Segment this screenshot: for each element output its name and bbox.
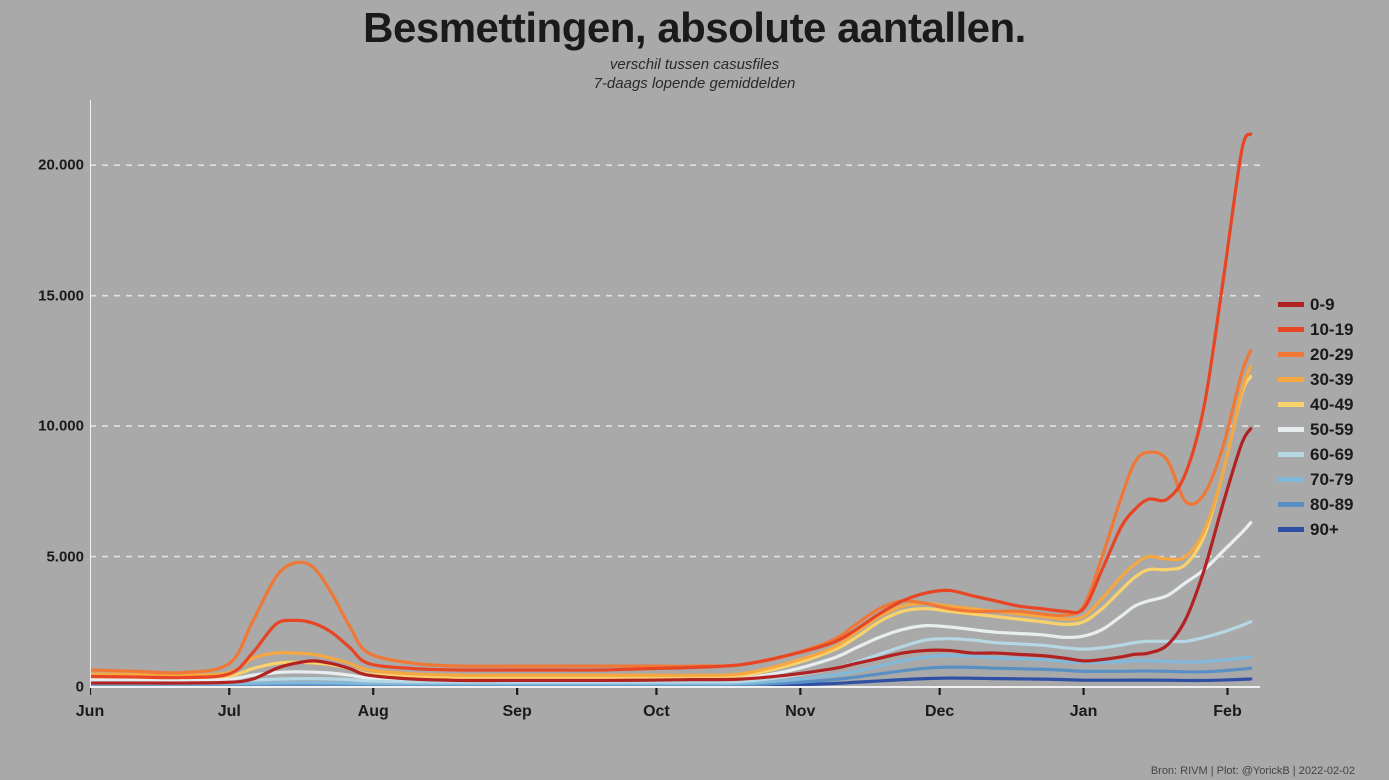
x-tick-label: Feb xyxy=(1213,703,1241,721)
credits: Bron: RIVM | Plot: @YorickB | 2022-02-02 xyxy=(1151,765,1355,777)
legend-swatch xyxy=(1278,327,1304,332)
legend-swatch xyxy=(1278,377,1304,382)
legend-item-80-89: 80-89 xyxy=(1278,492,1388,517)
y-tick-label: 5.000 xyxy=(46,548,84,565)
y-tick-label: 10.000 xyxy=(38,418,84,435)
x-tick-label: Aug xyxy=(358,703,389,721)
legend-swatch xyxy=(1278,477,1304,482)
legend-item-50-59: 50-59 xyxy=(1278,417,1388,442)
y-tick-label: 15.000 xyxy=(38,287,84,304)
legend-swatch xyxy=(1278,452,1304,457)
legend-label: 90+ xyxy=(1310,520,1339,540)
legend-label: 50-59 xyxy=(1310,420,1353,440)
legend-item-90+: 90+ xyxy=(1278,517,1388,542)
legend-swatch xyxy=(1278,402,1304,407)
x-tick-label: Oct xyxy=(643,703,670,721)
legend-item-40-49: 40-49 xyxy=(1278,392,1388,417)
x-tick-label: Sep xyxy=(502,703,531,721)
y-tick-label: 20.000 xyxy=(38,157,84,174)
y-tick-label: 0 xyxy=(76,678,84,695)
x-tick-label: Nov xyxy=(785,703,815,721)
legend-swatch xyxy=(1278,502,1304,507)
legend-label: 70-79 xyxy=(1310,470,1353,490)
legend-label: 60-69 xyxy=(1310,445,1353,465)
legend-swatch xyxy=(1278,352,1304,357)
legend-label: 20-29 xyxy=(1310,345,1353,365)
chart-title: Besmettingen, absolute aantallen. xyxy=(0,4,1389,52)
legend-swatch xyxy=(1278,302,1304,307)
chart-plot xyxy=(90,100,1260,700)
legend-item-20-29: 20-29 xyxy=(1278,342,1388,367)
legend-item-60-69: 60-69 xyxy=(1278,442,1388,467)
series-line-40-49 xyxy=(90,377,1251,678)
legend-item-70-79: 70-79 xyxy=(1278,467,1388,492)
legend-item-30-39: 30-39 xyxy=(1278,367,1388,392)
chart-page: Besmettingen, absolute aantallen. versch… xyxy=(0,0,1389,780)
x-tick-label: Jul xyxy=(218,703,241,721)
subtitle-line-2: 7-daags lopende gemiddelden xyxy=(594,75,796,92)
x-tick-label: Jun xyxy=(76,703,104,721)
x-tick-label: Dec xyxy=(925,703,954,721)
legend-label: 0-9 xyxy=(1310,295,1335,315)
legend-item-10-19: 10-19 xyxy=(1278,317,1388,342)
legend-item-0-9: 0-9 xyxy=(1278,292,1388,317)
legend-swatch xyxy=(1278,427,1304,432)
subtitle-line-1: verschil tussen casusfiles xyxy=(610,56,779,73)
legend-label: 10-19 xyxy=(1310,320,1353,340)
legend: 0-9 10-19 20-29 30-39 40-49 50-59 60-69 70-79 80… xyxy=(1278,292,1388,542)
series-line-30-39 xyxy=(90,366,1251,675)
x-tick-label: Jan xyxy=(1070,703,1098,721)
legend-label: 80-89 xyxy=(1310,495,1353,515)
legend-swatch xyxy=(1278,527,1304,532)
legend-label: 40-49 xyxy=(1310,395,1353,415)
legend-label: 30-39 xyxy=(1310,370,1353,390)
chart-subtitle: verschil tussen casusfiles 7-daags lopen… xyxy=(0,56,1389,94)
